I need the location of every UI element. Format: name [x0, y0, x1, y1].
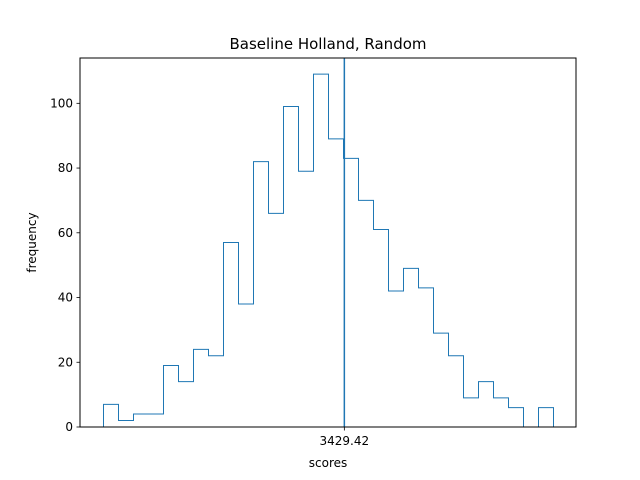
- y-tick-label: 100: [50, 96, 73, 110]
- plot-frame: [79, 57, 577, 428]
- y-tick-label: 40: [58, 291, 73, 305]
- y-axis-label: frequency: [25, 212, 39, 272]
- y-tick-label: 20: [58, 355, 73, 369]
- x-tick-label: 3429.42: [320, 434, 370, 448]
- histogram-step-line: [103, 73, 554, 428]
- chart-title: Baseline Holland, Random: [229, 35, 426, 53]
- y-tick-label: 0: [65, 420, 73, 434]
- y-tick-label: 80: [58, 161, 73, 175]
- x-axis-ticks: 3429.42: [320, 427, 370, 448]
- y-axis-ticks: 0 20 40 60 80 100: [50, 96, 80, 434]
- y-tick-label: 60: [58, 226, 73, 240]
- x-axis-label: scores: [309, 456, 348, 470]
